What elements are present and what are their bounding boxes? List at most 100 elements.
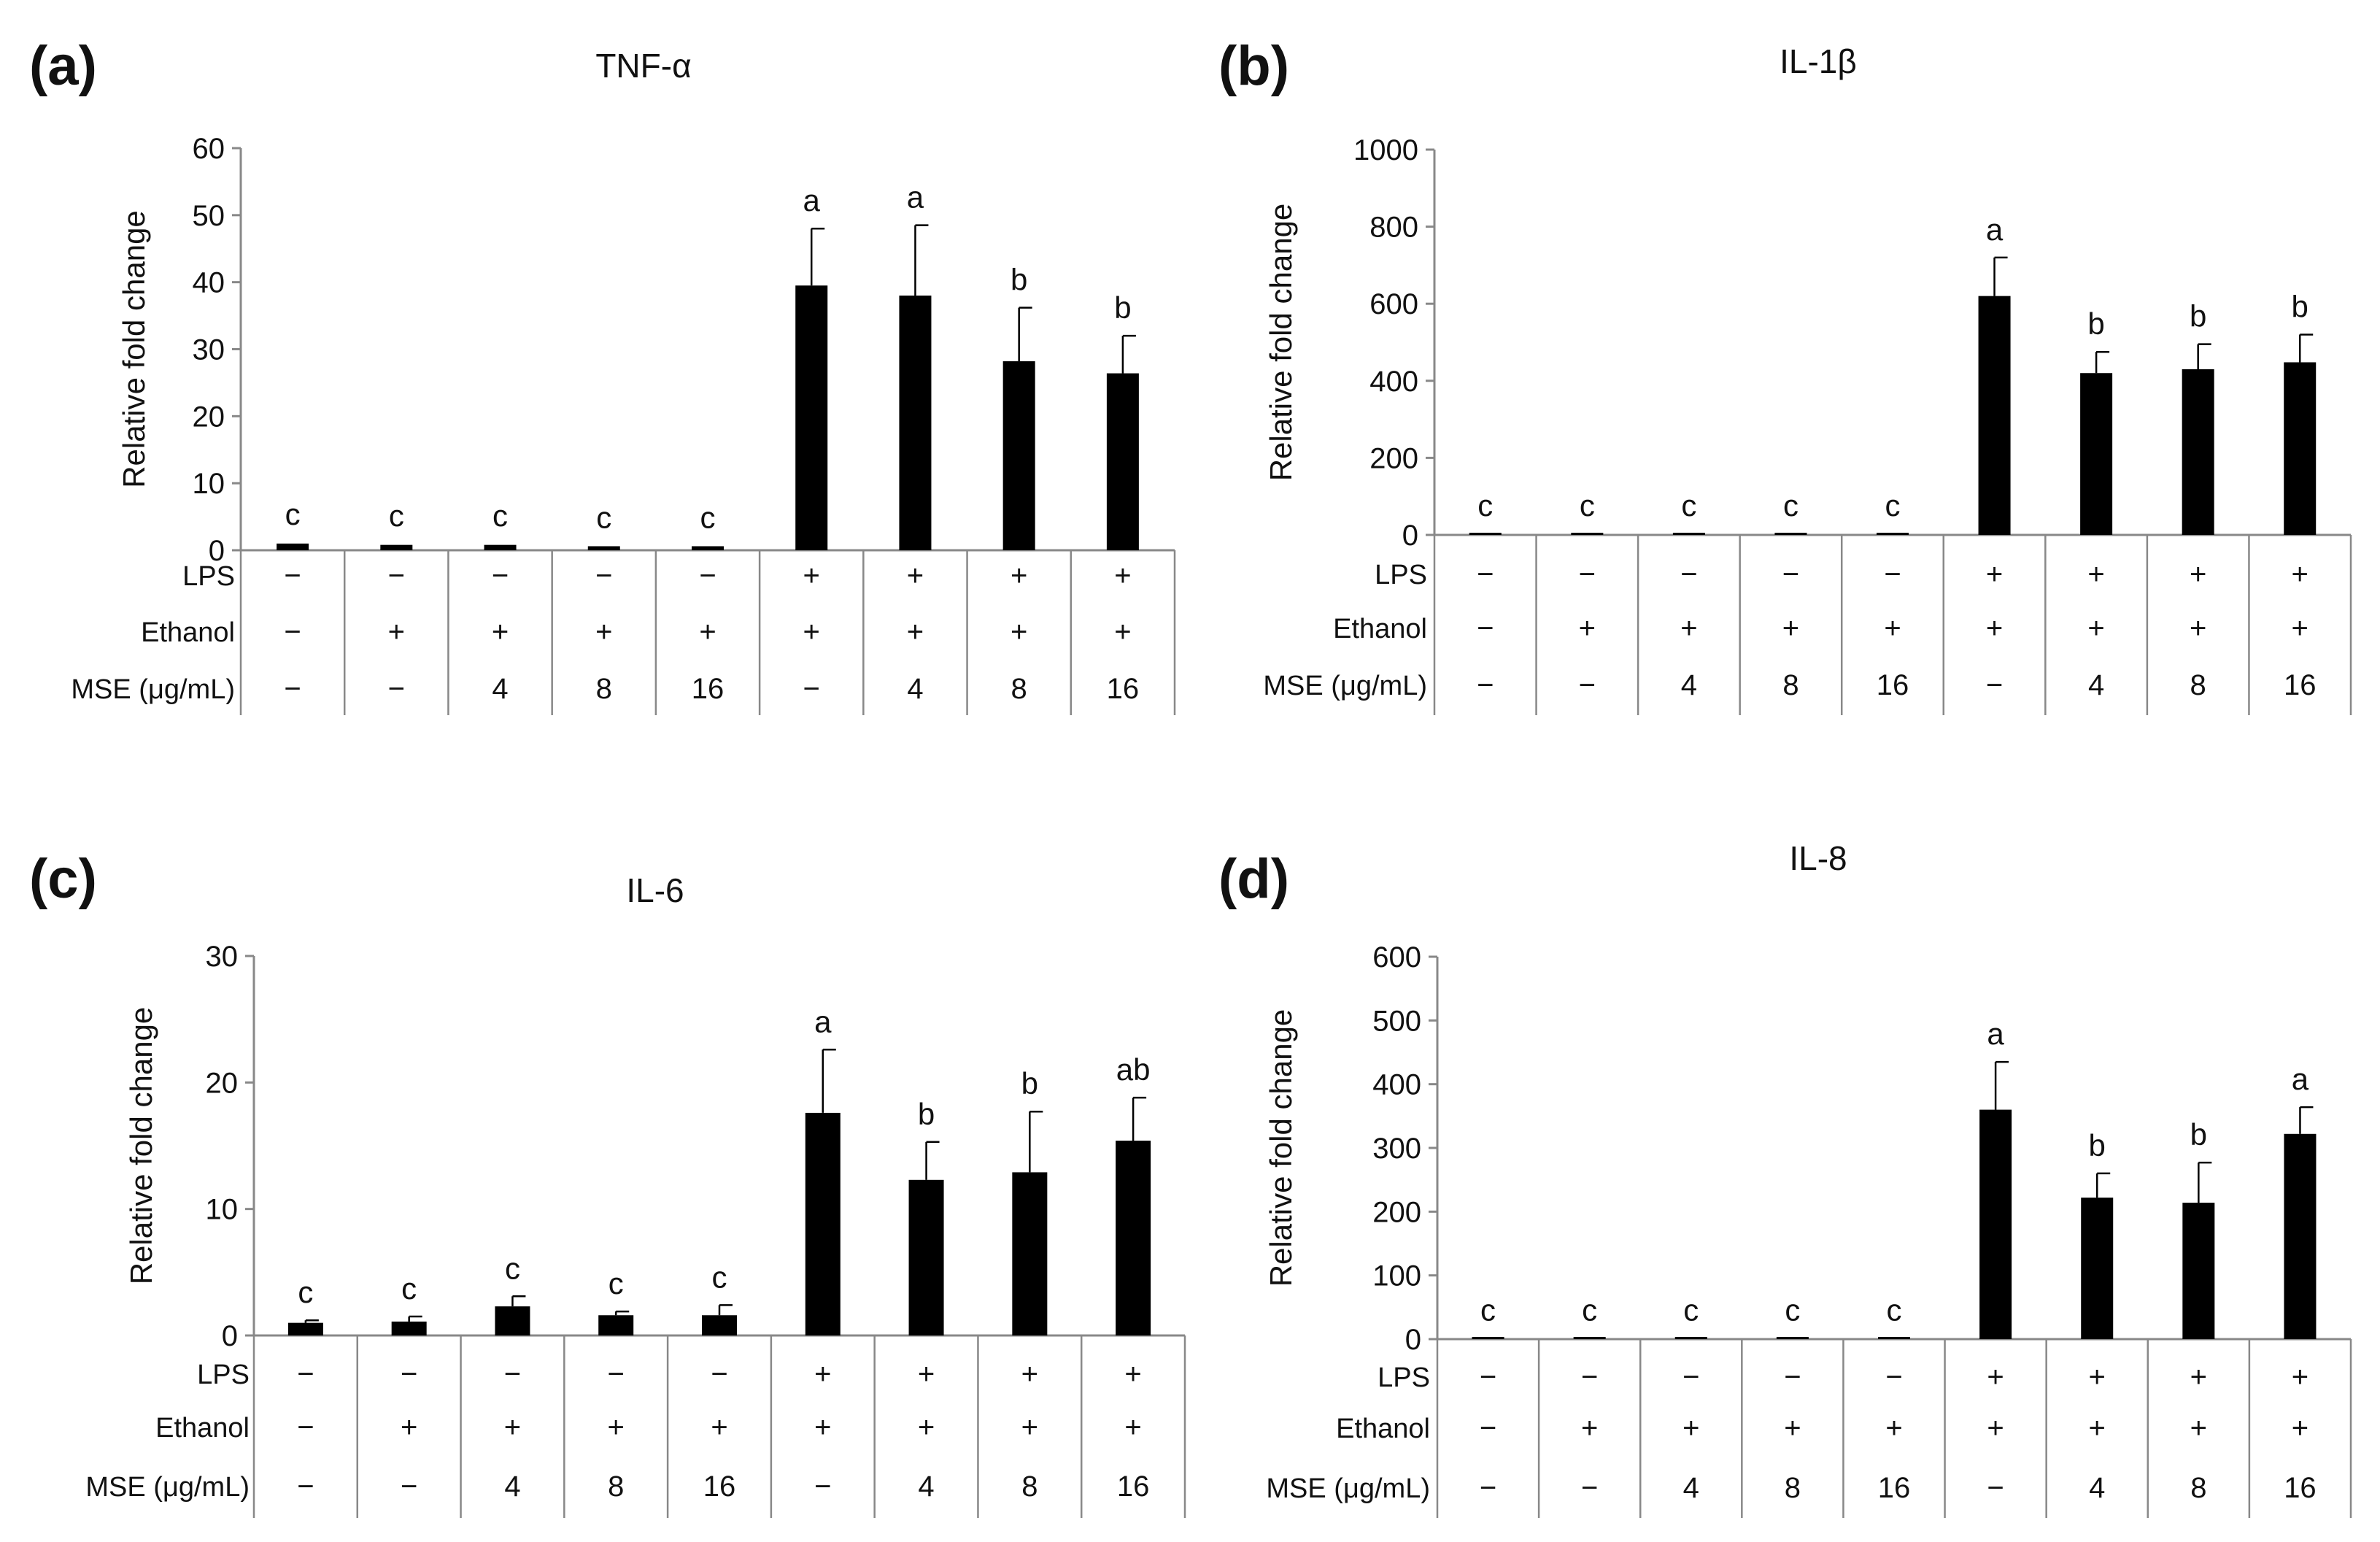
- table-cell: +: [504, 1411, 521, 1443]
- table-cell: +: [1682, 1412, 1699, 1444]
- table-cell: 16: [692, 673, 725, 705]
- significance-letter: a: [803, 183, 821, 217]
- significance-letter: c: [1580, 488, 1595, 523]
- significance-letter: b: [2089, 1128, 2106, 1163]
- table-cell: 8: [608, 1470, 624, 1503]
- significance-letter: b: [918, 1097, 935, 1131]
- bar: [598, 1315, 634, 1335]
- table-cell: −: [1579, 558, 1596, 590]
- table-cell: +: [608, 1411, 625, 1443]
- table-cell: −: [803, 673, 820, 705]
- table-cell: 8: [596, 673, 612, 705]
- table-cell: +: [1782, 612, 1799, 644]
- significance-letter: c: [1783, 488, 1798, 523]
- panel-b: (b) IL-1β Relative fold change 0 200 400 600 80…: [1218, 35, 2352, 715]
- table-cell: −: [1885, 1361, 1902, 1393]
- bar: [908, 1179, 944, 1335]
- panel-label: (a): [29, 35, 97, 97]
- bar: [2284, 1133, 2317, 1339]
- y-tick-label: 300: [1372, 1133, 1421, 1165]
- bar: [1106, 373, 1139, 550]
- table-cell: 16: [2284, 669, 2317, 701]
- y-tick-label: 10: [193, 468, 225, 500]
- significance-letter: c: [285, 497, 301, 531]
- panel-c: (c) IL-6 Relative fold change 0 10 20 30 c c c c c a…: [29, 848, 1186, 1518]
- bar: [2081, 1198, 2114, 1339]
- y-tick-label: 0: [1405, 1324, 1421, 1356]
- table-cell: −: [1680, 558, 1697, 590]
- bar: [1774, 533, 1807, 535]
- y-tick-label: 600: [1369, 288, 1418, 320]
- table-cell: −: [1784, 1361, 1801, 1393]
- table-cell: 8: [1021, 1470, 1038, 1503]
- table-cell: 16: [703, 1470, 736, 1503]
- bar: [587, 546, 620, 550]
- chart-title: IL-8: [1789, 839, 1847, 877]
- y-tick-label: 0: [209, 535, 225, 567]
- table-cell: −: [1782, 558, 1799, 590]
- table-cell: −: [1480, 1361, 1496, 1393]
- y-tick-label: 50: [193, 200, 225, 232]
- table-cell: 4: [907, 673, 923, 705]
- significance-letter: c: [596, 501, 611, 535]
- table-cell: 4: [504, 1470, 520, 1503]
- table-cell: +: [1987, 1412, 2004, 1444]
- chart-title: TNF-α: [595, 47, 691, 85]
- table-cell: +: [2190, 612, 2206, 644]
- table-cell: −: [1987, 1472, 2004, 1504]
- table-cell: +: [2292, 1412, 2308, 1444]
- row-label: MSE (μg/mL): [1263, 671, 1427, 701]
- bar: [1472, 1337, 1504, 1339]
- significance-letter: b: [1011, 263, 1027, 297]
- table-cell: −: [1581, 1472, 1598, 1504]
- table-cell: −: [1480, 1412, 1496, 1444]
- panel-label: (c): [29, 848, 97, 910]
- table-cell: −: [1884, 558, 1901, 590]
- table-cell: +: [2292, 1361, 2308, 1393]
- table-cell: −: [401, 1470, 417, 1503]
- bar: [484, 544, 517, 550]
- bar: [1116, 1141, 1151, 1335]
- bar: [1573, 1337, 1606, 1339]
- table-cell: 16: [1117, 1470, 1150, 1503]
- bar: [899, 296, 932, 550]
- table-cell: +: [2087, 558, 2104, 590]
- y-axis-label: Relative fold change: [124, 1007, 158, 1285]
- table-cell: +: [2190, 1412, 2207, 1444]
- table-cell: +: [1021, 1358, 1038, 1390]
- significance-letter: c: [712, 1260, 727, 1294]
- y-tick-label: 40: [193, 267, 225, 299]
- significance-letter: a: [1987, 1017, 2004, 1051]
- row-label: LPS: [197, 1360, 250, 1390]
- y-tick-label: 60: [193, 133, 225, 165]
- y-tick-label: 400: [1372, 1069, 1421, 1101]
- bar: [1979, 1109, 2012, 1339]
- table-cell: +: [1581, 1412, 1598, 1444]
- row-label: LPS: [182, 561, 235, 592]
- bar: [1878, 1337, 1910, 1339]
- table-cell: −: [297, 1411, 314, 1443]
- table-cell: +: [1011, 560, 1027, 592]
- significance-letter: c: [389, 498, 404, 533]
- significance-letter: b: [2087, 307, 2104, 341]
- y-tick-label: 10: [206, 1194, 239, 1226]
- y-axis-label: Relative fold change: [1264, 204, 1298, 482]
- table-cell: −: [401, 1358, 417, 1390]
- significance-letter: b: [1021, 1066, 1038, 1100]
- significance-letter: c: [1480, 1292, 1496, 1327]
- table-cell: −: [1682, 1361, 1699, 1393]
- table-cell: 16: [1107, 673, 1140, 705]
- table-cell: 4: [1681, 669, 1697, 701]
- table-cell: +: [2190, 1361, 2207, 1393]
- table-cell: 8: [2190, 669, 2206, 701]
- table-cell: +: [2190, 558, 2206, 590]
- table-cell: −: [711, 1358, 727, 1390]
- table-cell: 8: [1785, 1472, 1801, 1504]
- significance-letter: a: [814, 1004, 832, 1038]
- y-axis-label: Relative fold change: [117, 210, 151, 488]
- table-cell: +: [814, 1358, 831, 1390]
- bar: [2080, 373, 2113, 535]
- y-tick-label: 800: [1369, 212, 1418, 244]
- y-tick-label: 600: [1372, 941, 1421, 974]
